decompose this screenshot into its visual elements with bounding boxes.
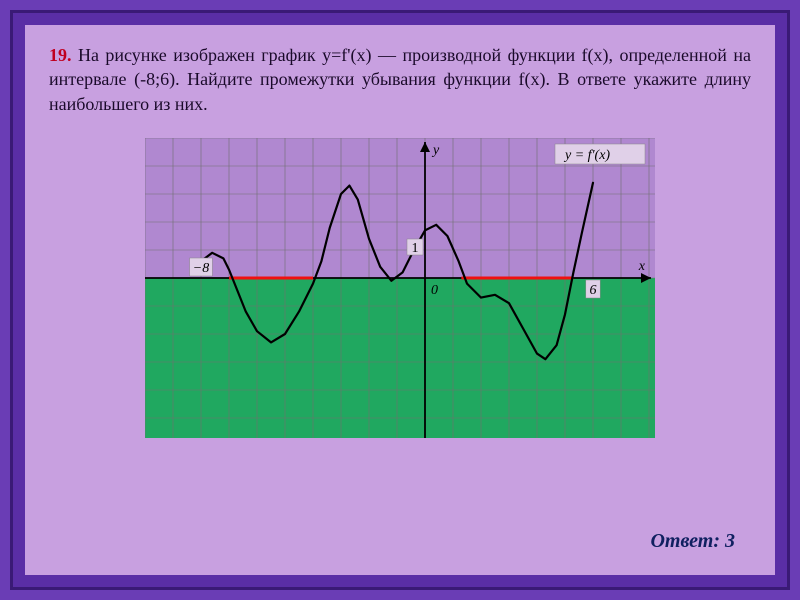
problem-statement: 19. На рисунке изображен график y=f'(x) … bbox=[49, 43, 751, 116]
chart-svg: y x 0 1 −8 6 y = f'(x) bbox=[145, 138, 655, 438]
answer-value: 3 bbox=[725, 530, 735, 552]
answer-block: Ответ: 3 bbox=[650, 530, 735, 553]
svg-text:y = f'(x): y = f'(x) bbox=[563, 148, 610, 163]
problem-text-1: На рисунке изображен график y=f'(x) — пр… bbox=[78, 45, 582, 65]
svg-text:x: x bbox=[638, 259, 646, 274]
svg-text:6: 6 bbox=[590, 283, 597, 298]
fn-2: f(x) bbox=[518, 69, 545, 89]
slide-content: 19. На рисунке изображен график y=f'(x) … bbox=[25, 25, 775, 575]
svg-text:y: y bbox=[431, 143, 440, 158]
problem-number: 19. bbox=[49, 45, 72, 65]
svg-text:1: 1 bbox=[412, 241, 419, 256]
answer-label: Ответ: bbox=[650, 530, 720, 552]
svg-text:−8: −8 bbox=[193, 261, 209, 276]
slide-frame: 19. На рисунке изображен график y=f'(x) … bbox=[10, 10, 790, 590]
fn-1: f(x) bbox=[582, 45, 609, 65]
derivative-chart: y x 0 1 −8 6 y = f'(x) bbox=[145, 138, 655, 438]
svg-text:0: 0 bbox=[431, 283, 438, 298]
